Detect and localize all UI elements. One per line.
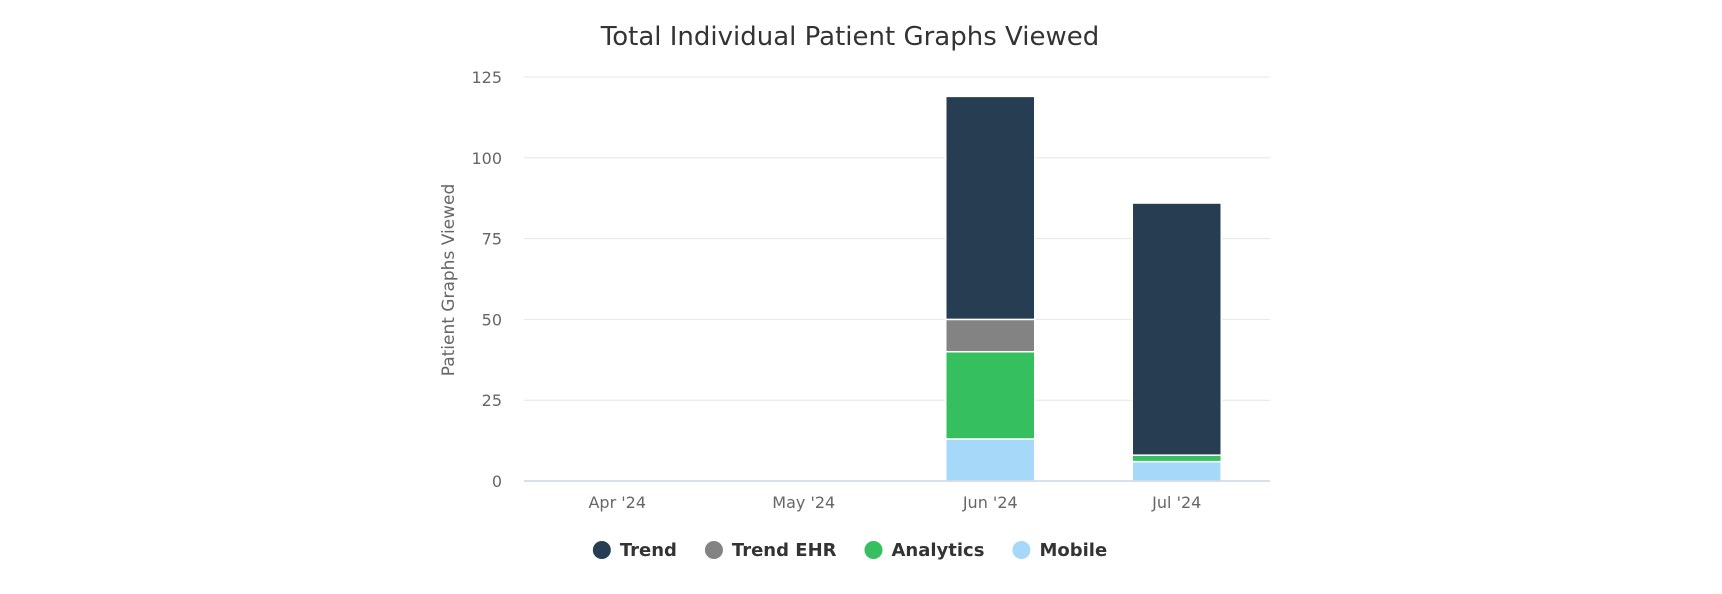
y-tick-label: 125 — [471, 68, 502, 87]
y-tick-label: 0 — [492, 472, 502, 491]
bar-segment[interactable] — [945, 318, 1036, 353]
bar-segment[interactable] — [1131, 202, 1222, 456]
legend-label: Analytics — [891, 540, 984, 561]
bar-segment[interactable] — [945, 95, 1036, 321]
bar-segment[interactable] — [945, 350, 1036, 440]
bar-segment[interactable] — [945, 438, 1036, 482]
y-tick-label: 25 — [482, 391, 502, 410]
y-axis-label: Patient Graphs Viewed — [439, 184, 459, 377]
legend-marker — [864, 541, 883, 559]
bar-segment[interactable] — [1131, 460, 1222, 482]
x-tick-label: Apr '24 — [588, 493, 646, 512]
legend-marker — [592, 541, 611, 559]
legend-item[interactable]: Analytics — [864, 540, 984, 561]
legend-label: Trend EHR — [732, 540, 837, 561]
legend-item[interactable]: Mobile — [1012, 540, 1107, 561]
legend-label: Trend — [620, 540, 677, 561]
y-tick-label: 75 — [482, 230, 502, 249]
x-tick-label: Jun '24 — [962, 493, 1018, 512]
legend-marker — [704, 541, 723, 559]
y-axis-ticks: 0 25 50 75 100 125 — [471, 68, 502, 491]
bars — [945, 95, 1222, 482]
x-tick-label: Jul '24 — [1151, 493, 1201, 512]
legend-item[interactable]: Trend EHR — [704, 540, 837, 561]
x-axis-ticks: Apr '24 May '24 Jun '24 Jul '24 — [588, 493, 1201, 512]
y-tick-label: 50 — [482, 310, 502, 329]
x-tick-label: May '24 — [772, 493, 835, 512]
y-tick-label: 100 — [471, 149, 502, 168]
chart-title: Total Individual Patient Graphs Viewed — [600, 22, 1099, 52]
legend-label: Mobile — [1039, 540, 1107, 561]
legend-marker — [1012, 541, 1031, 559]
bar-segment[interactable] — [1131, 454, 1222, 463]
legend-item[interactable]: Trend — [592, 540, 677, 561]
legend: Trend Trend EHR Analytics Mobile — [592, 540, 1107, 561]
